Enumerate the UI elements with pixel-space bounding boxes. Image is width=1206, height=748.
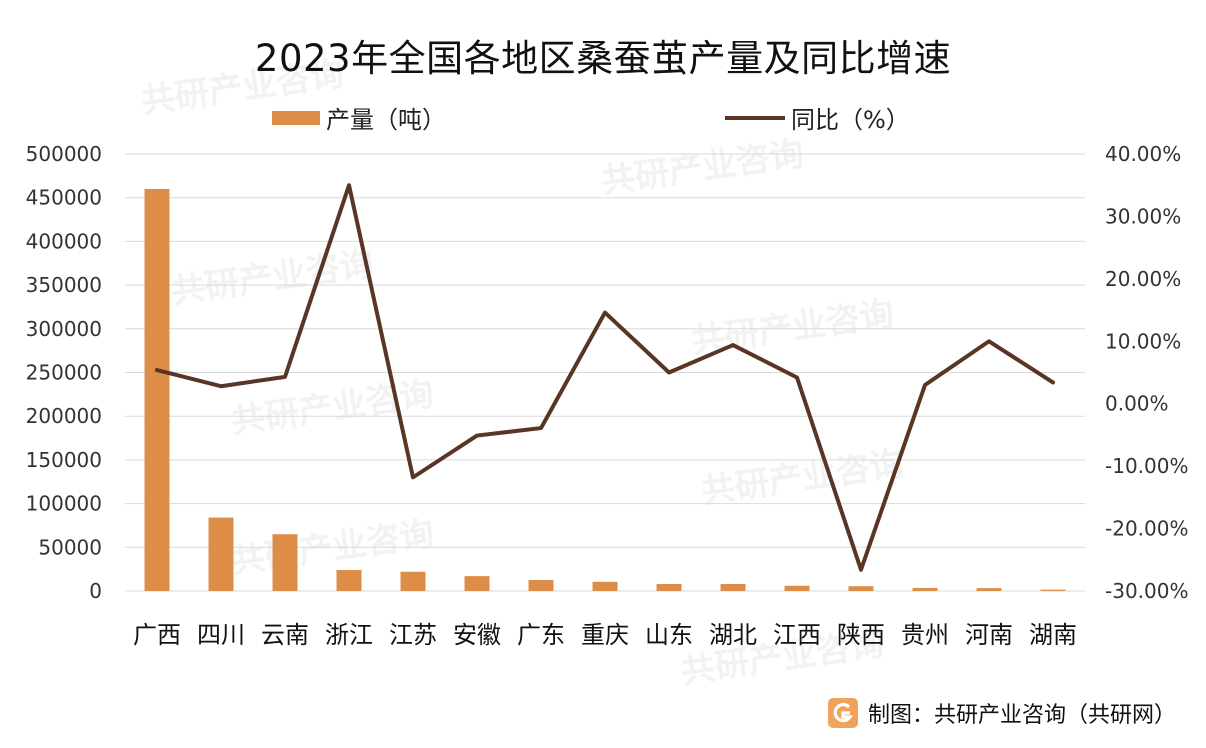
x-tick-label: 浙江 bbox=[325, 621, 373, 649]
left-tick-label: 350000 bbox=[26, 273, 102, 297]
left-tick-label: 300000 bbox=[26, 317, 102, 341]
x-tick-label: 湖南 bbox=[1029, 621, 1077, 649]
left-tick-label: 0 bbox=[89, 579, 102, 603]
x-tick-label: 江西 bbox=[773, 621, 821, 649]
series-line bbox=[155, 183, 1055, 572]
source-text: 制图：共研产业咨询（共研网） bbox=[867, 703, 1176, 728]
right-tick-label: 40.00% bbox=[1105, 142, 1181, 166]
x-tick-label: 河南 bbox=[965, 621, 1013, 649]
bar bbox=[848, 586, 874, 591]
source-credit: 制图：共研产业咨询（共研网） bbox=[827, 697, 1176, 729]
bar bbox=[976, 588, 1002, 591]
x-tick-label: 重庆 bbox=[581, 621, 629, 649]
x-tick-label: 湖北 bbox=[709, 621, 757, 649]
right-tick-label: 0.00% bbox=[1105, 392, 1169, 416]
bar bbox=[720, 584, 746, 591]
left-tick-label: 250000 bbox=[26, 361, 102, 385]
bar bbox=[272, 534, 298, 591]
bar bbox=[656, 584, 682, 591]
right-tick-label: -20.00% bbox=[1105, 517, 1188, 541]
bar bbox=[464, 576, 490, 591]
bar bbox=[336, 570, 362, 591]
right-tick-label: 30.00% bbox=[1105, 204, 1181, 228]
legend-line: 同比（%） bbox=[725, 100, 910, 135]
left-tick-label: 50000 bbox=[38, 535, 102, 559]
x-tick-label: 广东 bbox=[517, 621, 565, 649]
x-tick-label: 安徽 bbox=[453, 621, 501, 649]
legend-bar-label: 产量（吨） bbox=[326, 106, 446, 134]
x-tick-label: 云南 bbox=[261, 621, 309, 649]
right-tick-label: -30.00% bbox=[1105, 579, 1188, 603]
bar bbox=[784, 585, 810, 591]
bar bbox=[592, 581, 618, 591]
x-tick-label: 陕西 bbox=[837, 621, 885, 649]
bar bbox=[1040, 589, 1066, 591]
left-tick-label: 200000 bbox=[26, 404, 102, 428]
right-tick-label: -10.00% bbox=[1105, 454, 1188, 478]
legend-bar-swatch bbox=[272, 110, 320, 125]
x-tick-label: 山东 bbox=[645, 621, 693, 649]
legend-bar: 产量（吨） bbox=[272, 100, 446, 135]
left-tick-label: 500000 bbox=[26, 142, 102, 166]
chart-title: 2023年全国各地区桑蚕茧产量及同比增速 bbox=[254, 37, 952, 80]
right-tick-label: 20.00% bbox=[1105, 267, 1181, 291]
left-tick-label: 450000 bbox=[26, 186, 102, 210]
brand-logo-icon bbox=[827, 698, 858, 728]
left-tick-label: 150000 bbox=[26, 448, 102, 472]
right-tick-label: 10.00% bbox=[1105, 329, 1181, 353]
bar bbox=[208, 517, 234, 591]
x-tick-label: 广西 bbox=[133, 621, 181, 649]
legend-line-swatch bbox=[725, 115, 785, 120]
bar bbox=[400, 571, 426, 591]
left-tick-label: 100000 bbox=[26, 492, 102, 516]
x-tick-label: 四川 bbox=[197, 621, 245, 649]
left-tick-label: 400000 bbox=[26, 229, 102, 253]
bar bbox=[144, 188, 170, 591]
legend-line-label: 同比（%） bbox=[791, 106, 910, 134]
x-tick-label: 贵州 bbox=[901, 621, 949, 649]
bar bbox=[912, 587, 938, 591]
x-tick-label: 江苏 bbox=[389, 621, 437, 649]
bar bbox=[528, 580, 554, 591]
